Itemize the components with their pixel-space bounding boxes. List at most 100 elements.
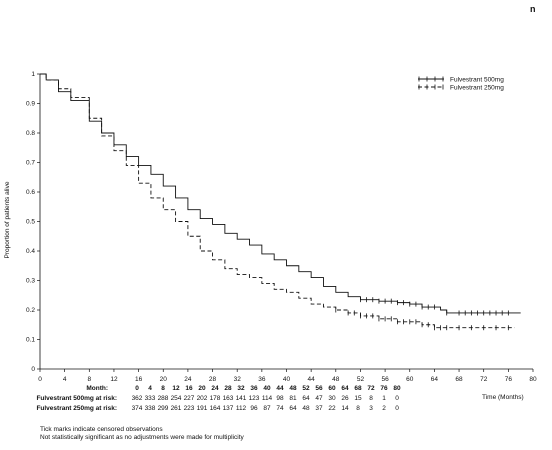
risk-table-month: 28 — [224, 385, 232, 392]
risk-table-cell: 362 — [132, 395, 143, 402]
x-tick-label: 0 — [38, 376, 42, 383]
risk-table-cell: 8 — [356, 405, 360, 412]
x-tick-label: 52 — [357, 376, 365, 383]
y-tick-label: 0.3 — [26, 278, 35, 285]
risk-table-cell: 64 — [302, 395, 310, 402]
legend-label: Fulvestrant 250mg — [450, 84, 504, 91]
risk-table-cell: 163 — [223, 395, 234, 402]
risk-table-month: 76 — [380, 385, 388, 392]
risk-table-month: 52 — [302, 385, 310, 392]
x-tick-label: 24 — [184, 376, 192, 383]
risk-table-cell: 178 — [210, 395, 221, 402]
risk-table-cell: 74 — [276, 405, 284, 412]
risk-table-cell: 137 — [223, 405, 234, 412]
x-tick-label: 8 — [87, 376, 91, 383]
x-tick-label: 68 — [455, 376, 463, 383]
y-tick-label: 0.8 — [26, 130, 35, 137]
x-tick-label: 36 — [258, 376, 266, 383]
risk-table-month: 64 — [341, 385, 349, 392]
x-tick-label: 16 — [135, 376, 143, 383]
risk-table-month: 60 — [328, 385, 336, 392]
risk-table-month: 48 — [289, 385, 297, 392]
risk-table-cell: 47 — [315, 395, 323, 402]
km-curve-500mg — [40, 73, 521, 314]
risk-table-cell: 26 — [341, 395, 349, 402]
x-tick-label: 12 — [110, 376, 118, 383]
risk-table-month: 44 — [276, 385, 284, 392]
risk-table-cell: 261 — [171, 405, 182, 412]
x-tick-label: 20 — [160, 376, 168, 383]
risk-table-month: 4 — [148, 385, 152, 392]
risk-table-cell: 8 — [369, 395, 373, 402]
risk-table-row-label: Fulvestrant 500mg at risk: — [36, 395, 117, 402]
x-tick-label: 48 — [332, 376, 340, 383]
x-tick-label: 72 — [480, 376, 488, 383]
axes: 00.10.20.30.40.50.60.70.80.910 4 8 12 16 20 24… — [26, 71, 537, 383]
risk-table-cell: 202 — [197, 395, 208, 402]
risk-table-cell: 338 — [145, 405, 156, 412]
y-tick-label: 0.7 — [26, 160, 35, 167]
risk-table-cell: 0 — [395, 395, 399, 402]
risk-table-row-label: Fulvestrant 250mg at risk: — [36, 405, 117, 412]
risk-table-cell: 0 — [395, 405, 399, 412]
y-axis-label: Proportion of patients alive — [4, 181, 11, 258]
risk-table-cell: 22 — [328, 405, 336, 412]
risk-table-cell: 64 — [289, 405, 297, 412]
x-tick-label: 64 — [431, 376, 439, 383]
risk-table-month: 36 — [250, 385, 258, 392]
kaplan-meier-chart: Proportion of patients alive 0 0.1 0.2 0.3 0… — [4, 71, 537, 412]
risk-table-cell: 48 — [302, 405, 310, 412]
risk-table-month: 72 — [367, 385, 375, 392]
km-curve-250mg — [40, 73, 515, 329]
x-tick-label: 56 — [381, 376, 389, 383]
risk-table-month: 56 — [315, 385, 323, 392]
risk-table-cell: 223 — [184, 405, 195, 412]
risk-table-cell: 299 — [158, 405, 169, 412]
risk-table-header-label: Month: — [86, 385, 108, 392]
risk-table-month: 80 — [393, 385, 401, 392]
risk-table-month: 20 — [198, 385, 206, 392]
risk-table-cell: 112 — [236, 405, 247, 412]
risk-table-cell: 87 — [263, 405, 271, 412]
risk-table-cell: 141 — [236, 395, 247, 402]
x-tick-label: 60 — [406, 376, 414, 383]
risk-table-month: 68 — [354, 385, 362, 392]
risk-table-cell: 374 — [132, 405, 143, 412]
footnote-multiplicity: Not statistically significant as no adju… — [40, 434, 244, 441]
risk-table-month: 12 — [172, 385, 180, 392]
risk-table-cell: 3 — [369, 405, 373, 412]
corner-label: n — [530, 4, 536, 14]
y-tick-label: 0.5 — [26, 219, 35, 226]
legend-label: Fulvestrant 500mg — [450, 76, 504, 83]
risk-table-cell: 98 — [276, 395, 284, 402]
risk-table-cell: 15 — [354, 395, 362, 402]
risk-table-cell: 164 — [210, 405, 221, 412]
risk-table-cell: 123 — [249, 395, 260, 402]
risk-table-cell: 1 — [382, 395, 386, 402]
risk-table: Month: 0 4 8 12 16 20 24 28 32 36 40 44 48 52 56 60 64 68 7… — [36, 385, 401, 412]
risk-table-cell: 14 — [341, 405, 349, 412]
risk-table-month: 40 — [263, 385, 271, 392]
risk-table-cell: 288 — [158, 395, 169, 402]
y-tick-label: 0.2 — [26, 307, 35, 314]
footnote-censoring: Tick marks indicate censored observation… — [40, 426, 163, 433]
x-tick-label: 80 — [529, 376, 537, 383]
x-axis-label: Time (Months) — [482, 394, 524, 401]
risk-table-cell: 191 — [197, 405, 208, 412]
y-tick-label: 0.1 — [26, 337, 35, 344]
x-tick-label: 28 — [209, 376, 217, 383]
risk-table-month: 32 — [237, 385, 245, 392]
risk-table-cell: 2 — [382, 405, 386, 412]
risk-table-cell: 30 — [328, 395, 336, 402]
risk-table-month: 16 — [185, 385, 193, 392]
y-tick-label: 0.6 — [26, 189, 35, 196]
x-tick-label: 44 — [308, 376, 316, 383]
risk-table-month: 8 — [161, 385, 165, 392]
series-layer — [40, 73, 521, 331]
y-tick-label: 0.4 — [26, 248, 35, 255]
risk-table-month: 24 — [211, 385, 219, 392]
risk-table-cell: 114 — [262, 395, 273, 402]
risk-table-cell: 81 — [289, 395, 297, 402]
risk-table-cell: 254 — [171, 395, 182, 402]
